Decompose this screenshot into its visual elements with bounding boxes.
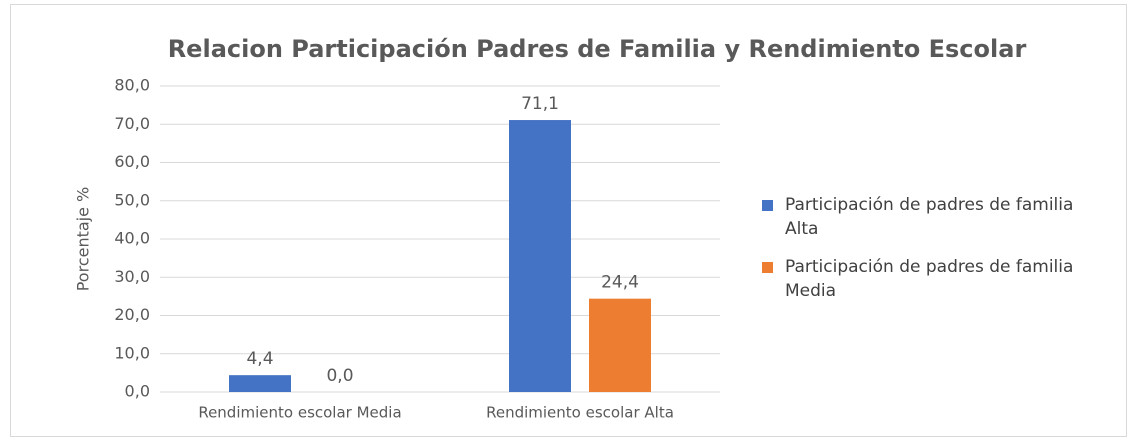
bar [509, 120, 571, 392]
legend-label: Participación de padres de familia Alta [785, 195, 1074, 239]
data-label: 4,4 [246, 349, 273, 369]
data-label: 71,1 [521, 94, 559, 114]
x-tick-label: Rendimiento escolar Alta [486, 404, 674, 422]
y-tick-label: 40,0 [114, 229, 150, 248]
y-tick-label: 20,0 [114, 305, 150, 324]
data-label: 24,4 [601, 273, 639, 293]
legend: Participación de padres de familia Alta P… [762, 193, 1102, 317]
y-tick-label: 70,0 [114, 114, 150, 133]
y-tick-label: 80,0 [114, 76, 150, 95]
legend-label: Participación de padres de familia Media [785, 257, 1074, 301]
bar [589, 298, 651, 392]
y-tick-label: 0,0 [125, 382, 150, 401]
y-tick-label: 30,0 [114, 267, 150, 286]
legend-swatch [762, 200, 773, 211]
legend-swatch [762, 262, 773, 273]
chart-title: Relacion Participación Padres de Familia… [168, 35, 1027, 63]
y-tick-label: 60,0 [114, 152, 150, 171]
data-label: 0,0 [326, 366, 353, 386]
bar [229, 375, 291, 392]
y-tick-label: 50,0 [114, 190, 150, 209]
legend-item: Participación de padres de familia Media [762, 255, 1102, 303]
y-axis-label: Porcentaje % [74, 187, 93, 292]
legend-item: Participación de padres de familia Alta [762, 193, 1102, 241]
y-tick-label: 10,0 [114, 343, 150, 362]
x-tick-label: Rendimiento escolar Media [198, 404, 401, 422]
